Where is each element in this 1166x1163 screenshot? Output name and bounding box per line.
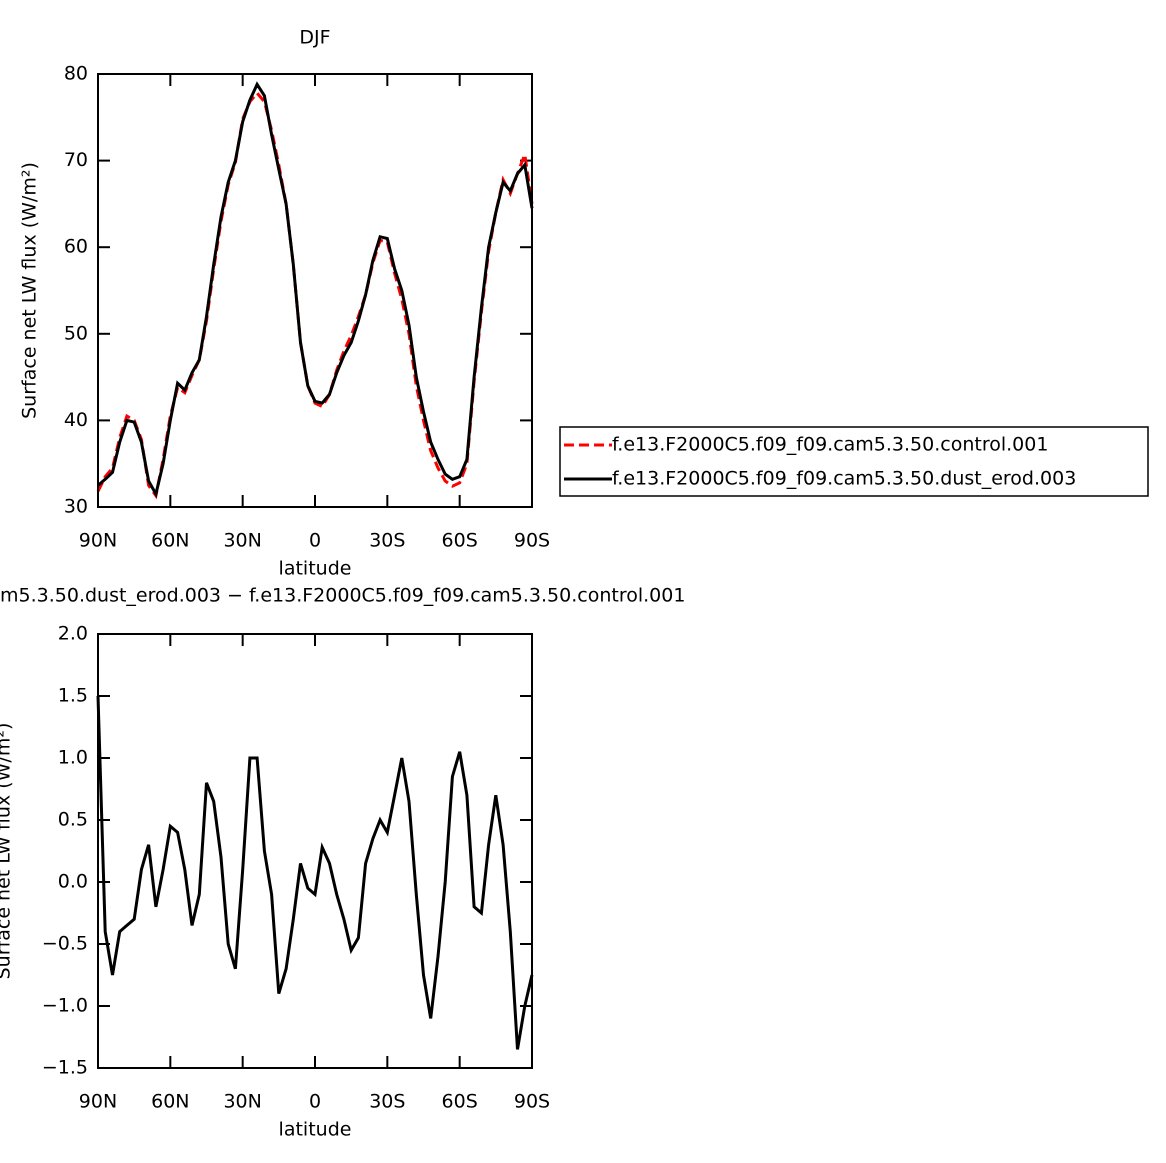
y-tick-label: 80: [64, 63, 88, 85]
x-axis-label: latitude: [279, 558, 352, 580]
y-tick-label: 40: [64, 409, 88, 431]
y-tick-label: −1.0: [42, 995, 88, 1017]
y-tick-label: −0.5: [42, 933, 88, 955]
y-tick-label: 60: [64, 236, 88, 258]
legend-box: [559, 426, 1149, 497]
y-tick-label: 2.0: [58, 623, 88, 645]
x-tick-label: 60N: [151, 1091, 189, 1113]
y-axis-label: Surface net LW flux (W/m²): [19, 162, 41, 419]
chart-title: m5.3.50.dust_erod.003 − f.e13.F2000C5.f0…: [0, 585, 685, 607]
y-axis-label: Surface net LW flux (W/m²): [0, 723, 15, 980]
x-tick-label: 90N: [79, 1091, 117, 1113]
data-line: [96, 695, 534, 1050]
x-tick-label: 90S: [514, 530, 550, 552]
x-tick-label: 30S: [369, 530, 405, 552]
y-tick-label: 50: [64, 322, 88, 344]
legend-label: f.e13.F2000C5.f09_f09.cam5.3.50.dust_ero…: [612, 468, 1076, 490]
x-tick-label: 90N: [79, 530, 117, 552]
x-tick-label: 60S: [442, 530, 478, 552]
data-line: [97, 81, 534, 499]
x-tick-label: 30S: [369, 1091, 405, 1113]
chart-title: DJF: [299, 27, 330, 49]
y-tick-label: 70: [64, 149, 88, 171]
data-line: [96, 90, 534, 500]
x-tick-label: 30N: [223, 1091, 261, 1113]
x-tick-label: 0: [309, 530, 321, 552]
plot-frame: [97, 73, 533, 508]
y-tick-label: 0.5: [58, 809, 88, 831]
x-tick-label: 0: [309, 1091, 321, 1113]
x-axis-label: latitude: [279, 1119, 352, 1141]
y-tick-label: 1.0: [58, 747, 88, 769]
legend-label: f.e13.F2000C5.f09_f09.cam5.3.50.control.…: [612, 434, 1048, 456]
x-tick-label: 90S: [514, 1091, 550, 1113]
y-tick-label: 1.5: [58, 685, 88, 707]
y-tick-label: 0.0: [58, 871, 88, 893]
y-tick-label: 30: [64, 496, 88, 518]
x-tick-label: 30N: [223, 530, 261, 552]
x-tick-label: 60N: [151, 530, 189, 552]
plot-frame: [97, 633, 533, 1069]
y-tick-label: −1.5: [42, 1057, 88, 1079]
x-tick-label: 60S: [442, 1091, 478, 1113]
